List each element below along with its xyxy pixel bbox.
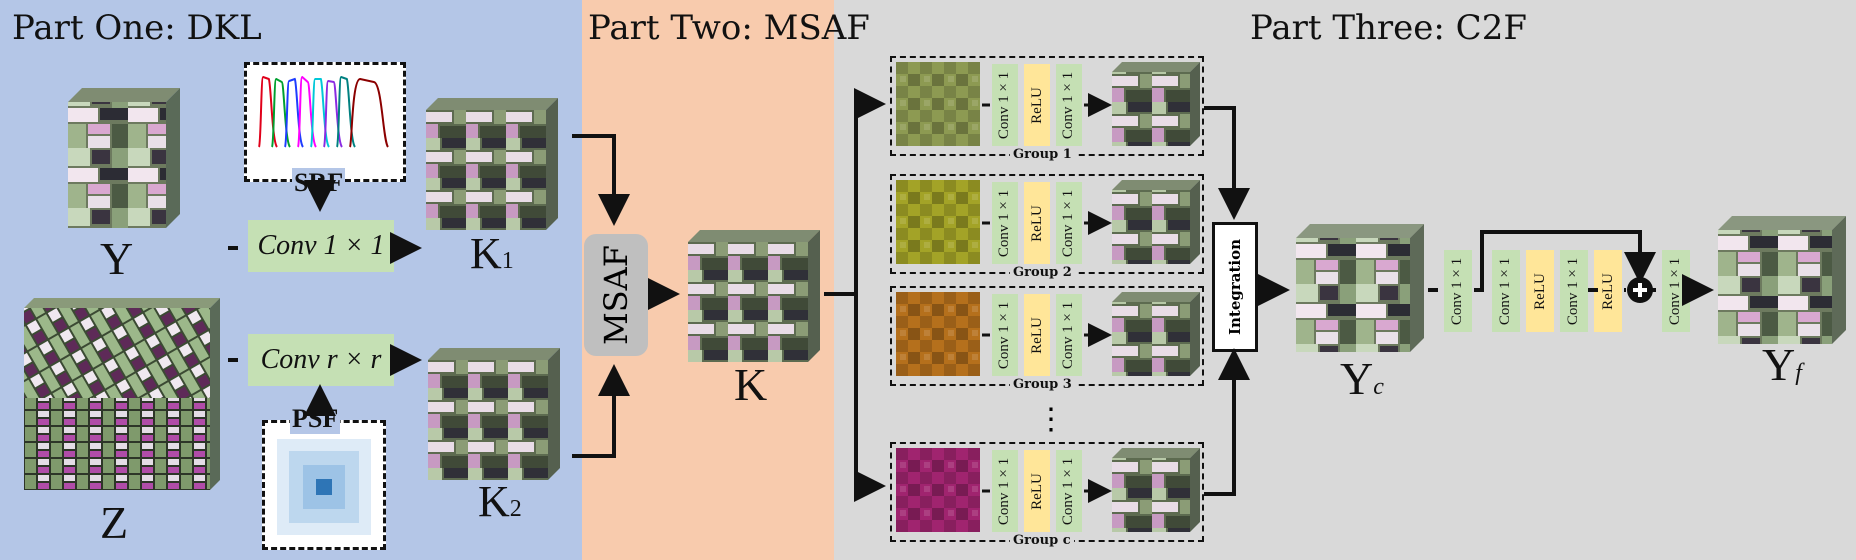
group-conv-1: Conv 1 × 1 <box>992 64 1018 146</box>
group-conv-2: Conv 1 × 1 <box>1056 294 1082 376</box>
group-3-label: Group 3 <box>1010 377 1075 392</box>
group-relu: ReLU <box>1024 294 1050 376</box>
srf-curve-8 <box>349 77 389 148</box>
group-4-label: Group c <box>1010 533 1074 548</box>
yf-label: Yf <box>1762 339 1802 390</box>
group-conv-2: Conv 1 × 1 <box>1056 450 1082 532</box>
yf-cube-icon <box>1718 216 1846 344</box>
msaf-block: MSAF <box>584 234 648 356</box>
conv-rxr-block: Conv r × r <box>248 334 394 386</box>
group-input-tile-icon <box>896 292 980 376</box>
group-conv-2: Conv 1 × 1 <box>1056 182 1082 264</box>
group-2-box: Conv 1 × 1 ReLU Conv 1 × 1 <box>890 174 1204 274</box>
z-label: Z <box>100 497 129 548</box>
y-label: Y <box>100 233 134 284</box>
srf-curves-icon <box>258 75 389 148</box>
group-4-box: Conv 1 × 1 ReLU Conv 1 × 1 <box>890 442 1204 542</box>
group-relu: ReLU <box>1024 450 1050 532</box>
srf-box <box>244 62 406 182</box>
k1-label: K1 <box>470 229 514 278</box>
k-label: K <box>734 359 768 410</box>
k1-cube-icon <box>426 98 558 230</box>
k2-cube-icon <box>428 348 560 480</box>
group-conv-1: Conv 1 × 1 <box>992 294 1018 376</box>
refine-relu-2: ReLU <box>1594 250 1622 332</box>
conv-1x1-block: Conv 1 × 1 <box>248 220 394 272</box>
yc-cube-icon <box>1296 224 1424 352</box>
part-three-title: Part Three: C2F <box>1250 8 1527 48</box>
refine-conv-1: Conv 1 × 1 <box>1444 250 1472 332</box>
refine-relu-1: ReLU <box>1526 250 1554 332</box>
refine-conv-2: Conv 1 × 1 <box>1492 250 1520 332</box>
part-two-title: Part Two: MSAF <box>588 8 870 48</box>
refine-conv-3: Conv 1 × 1 <box>1560 250 1588 332</box>
group-output-cube-icon <box>1112 180 1200 264</box>
y-cube-icon <box>68 88 180 228</box>
group-input-tile-icon <box>896 180 980 264</box>
group-relu: ReLU <box>1024 182 1050 264</box>
group-1-box: Conv 1 × 1 ReLU Conv 1 × 1 <box>890 56 1204 156</box>
z-image-icon <box>24 298 220 490</box>
yc-label: Yc <box>1340 353 1384 404</box>
integration-block: Integration <box>1212 222 1258 352</box>
group-output-cube-icon <box>1112 292 1200 376</box>
part-one-title: Part One: DKL <box>12 8 262 48</box>
k2-label: K2 <box>478 477 522 526</box>
group-input-tile-icon <box>896 62 980 146</box>
group-conv-2: Conv 1 × 1 <box>1056 64 1082 146</box>
k-cube-icon <box>688 230 820 362</box>
group-input-tile-icon <box>896 448 980 532</box>
psf-kernel-icon <box>277 439 371 535</box>
group-1-label: Group 1 <box>1010 147 1075 162</box>
group-output-cube-icon <box>1112 448 1200 532</box>
group-conv-1: Conv 1 × 1 <box>992 450 1018 532</box>
group-conv-1: Conv 1 × 1 <box>992 182 1018 264</box>
group-relu: ReLU <box>1024 64 1050 146</box>
more-groups-dots: ⋮ <box>1036 402 1066 437</box>
group-2-label: Group 2 <box>1010 265 1075 280</box>
group-output-cube-icon <box>1112 62 1200 146</box>
